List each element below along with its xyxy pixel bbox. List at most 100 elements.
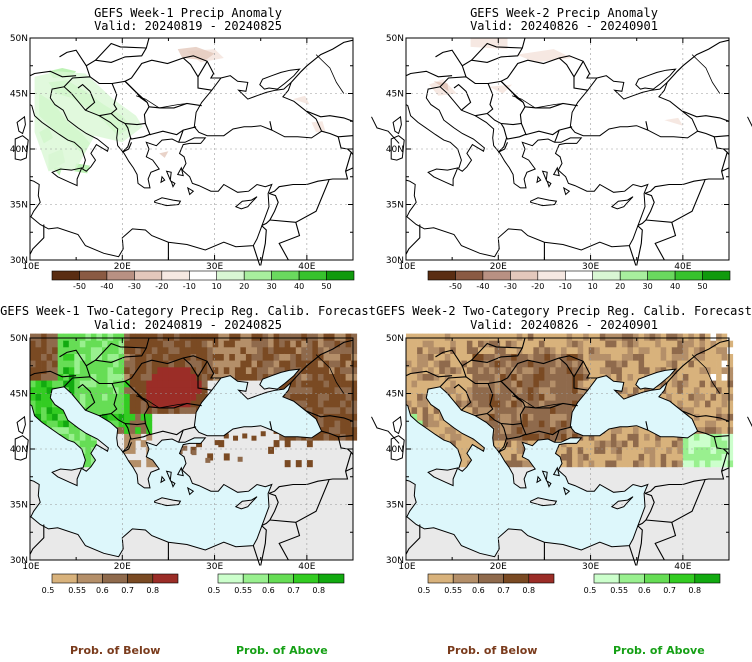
country-border: [63, 376, 118, 417]
lat-tick-label: 30N: [386, 556, 404, 566]
aegean-island: [165, 170, 172, 183]
country-border: [644, 452, 728, 494]
country-border: [278, 522, 301, 561]
colorbar-swatch: [674, 270, 703, 281]
colorbar-swatch: [326, 270, 355, 281]
aegean-island: [562, 486, 571, 496]
aegean-island: [186, 486, 195, 496]
lat-tick-label: 40N: [10, 145, 28, 155]
colorbar-label: 40: [670, 282, 680, 291]
country-border: [290, 339, 354, 383]
lon-tick-label: 10E: [22, 262, 39, 272]
country-border: [269, 179, 330, 223]
island-coastline: [390, 435, 405, 461]
map-week2-probability: 10E 20E 30E 40E 50N 45N 40N 35N 30N 0.5 0.55 0.6 0.7…: [386, 333, 752, 595]
country-border: [268, 452, 352, 494]
colorbar-swatch: [102, 573, 128, 584]
colorbar-label: 10: [212, 282, 222, 291]
colorbar-swatch: [694, 573, 721, 584]
panel-week1-anomaly: GEFS Week-1 Precip Anomaly Valid: 202408…: [0, 0, 400, 300]
colorbar-label: 10: [588, 282, 598, 291]
country-border: [435, 49, 463, 67]
country-border: [149, 126, 197, 136]
island-coastline: [530, 497, 558, 507]
colorbar-swatch: [106, 270, 135, 281]
lat-tick-label: 45N: [386, 390, 404, 400]
footer-prob-above-left: Prob. of Above: [236, 644, 328, 657]
country-border: [261, 492, 279, 527]
colorbar-label: -50: [449, 282, 462, 291]
lon-tick-label: 10E: [22, 562, 39, 572]
country-border: [405, 70, 453, 78]
panel-valid-dates: Valid: 20240826 - 20240901: [470, 19, 658, 33]
colorbar-label: 0.8: [312, 586, 325, 595]
country-border: [148, 102, 202, 109]
country-border: [345, 467, 354, 472]
country-border: [290, 39, 354, 83]
island-coastline: [14, 435, 29, 461]
country-border: [713, 136, 730, 155]
colorbar-label: 30: [267, 282, 277, 291]
panel-title: GEFS Week-2 Two-Category Precip Reg. Cal…: [376, 304, 752, 318]
caspian-coastline: [747, 116, 752, 128]
lat-tick-label: 50N: [10, 334, 28, 344]
country-border: [261, 192, 279, 227]
colorbar-label: 0.55: [234, 586, 252, 595]
aegean-island: [536, 175, 542, 184]
colorbar-swatch: [510, 270, 539, 281]
colorbar-label: 0.8: [522, 586, 535, 595]
colorbar-swatch: [565, 270, 594, 281]
colorbar-label: 0.6: [96, 586, 109, 595]
colorbar-label: 20: [615, 282, 625, 291]
country-border: [501, 422, 527, 440]
lon-tick-label: 20E: [490, 562, 507, 572]
river: [315, 354, 345, 394]
country-border: [405, 370, 453, 378]
country-border: [645, 121, 649, 131]
river: [315, 54, 345, 94]
colorbar-swatch: [161, 270, 190, 281]
sea-of-azov: [635, 369, 676, 390]
colorbar-swatch: [189, 270, 218, 281]
panel-title: GEFS Week-2 Precip Anomaly: [470, 6, 658, 20]
colorbar-label: 40: [294, 282, 304, 291]
country-border: [197, 61, 208, 78]
map-week1-probability: 10E 20E 30E 40E 50N 45N 40N 35N 30N 0.5 0.55 0.6 0.7…: [10, 333, 400, 595]
island-coastline: [610, 196, 634, 210]
island-coastline: [530, 197, 558, 207]
country-border: [183, 355, 221, 379]
coastline-border-layer: [390, 37, 752, 266]
lat-tick-label: 45N: [10, 90, 28, 100]
colorbar-label: 0.6: [638, 586, 651, 595]
lat-tick-label: 30N: [386, 256, 404, 266]
lat-tick-label: 50N: [386, 334, 404, 344]
footer-prob-above-right: Prob. of Above: [613, 644, 705, 657]
country-border: [644, 152, 728, 194]
country-border: [269, 479, 330, 523]
country-border: [471, 342, 523, 361]
country-border: [439, 76, 494, 117]
country-border: [554, 429, 560, 443]
country-border: [29, 224, 45, 255]
island-coastline: [16, 115, 26, 135]
sea-of-azov: [635, 69, 676, 90]
country-border: [500, 57, 588, 103]
aegean-island: [536, 475, 542, 484]
aegean-island: [552, 466, 560, 477]
country-border: [636, 225, 643, 266]
lat-tick-label: 35N: [10, 201, 28, 211]
island-coastline: [392, 115, 402, 135]
country-border: [486, 113, 508, 153]
aegean-island: [170, 480, 176, 488]
country-border: [269, 121, 273, 131]
colorbar-label: 0.7: [497, 586, 510, 595]
colorbar-swatch: [51, 270, 80, 281]
colorbar-swatch: [593, 573, 620, 584]
country-border: [77, 83, 96, 111]
aegean-island: [546, 480, 552, 488]
anomaly-colorbar: [51, 270, 355, 281]
colorbar-label: -10: [559, 282, 572, 291]
panel-week2-probability: GEFS Week-2 Two-Category Precip Reg. Cal…: [376, 300, 752, 600]
colorbar-swatch: [134, 270, 163, 281]
colorbar-label: 50: [697, 282, 707, 291]
